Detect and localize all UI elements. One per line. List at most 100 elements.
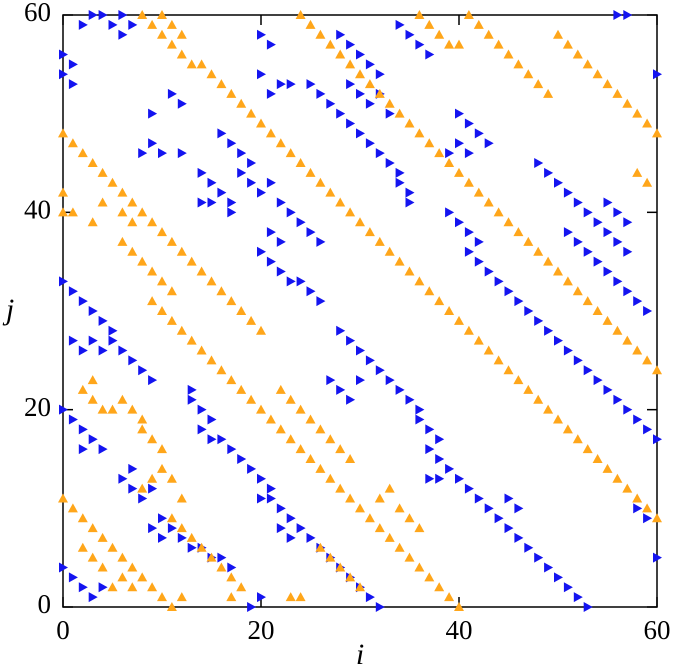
marker: [483, 197, 494, 207]
marker: [98, 10, 108, 20]
marker: [632, 345, 643, 355]
marker: [543, 404, 554, 414]
marker: [425, 444, 435, 455]
marker: [58, 187, 68, 197]
marker: [148, 523, 158, 534]
marker: [642, 177, 653, 187]
marker: [237, 167, 247, 178]
marker: [394, 108, 405, 118]
marker: [464, 227, 474, 238]
marker: [523, 69, 534, 79]
marker: [306, 286, 316, 297]
marker: [286, 79, 296, 90]
marker: [138, 365, 148, 376]
marker: [68, 572, 78, 583]
marker: [384, 98, 395, 108]
marker: [414, 276, 425, 286]
marker: [286, 532, 296, 543]
marker: [395, 177, 405, 188]
marker: [424, 138, 435, 148]
marker: [77, 542, 88, 552]
marker: [375, 148, 385, 159]
marker: [395, 167, 405, 178]
marker: [633, 414, 643, 425]
marker: [107, 404, 118, 414]
marker: [355, 69, 365, 79]
marker: [216, 365, 227, 375]
marker: [374, 236, 385, 246]
marker: [305, 167, 316, 177]
marker: [543, 256, 554, 266]
marker: [256, 325, 266, 335]
x-tick-label: 40: [446, 615, 473, 645]
marker: [364, 227, 375, 237]
marker: [67, 207, 78, 217]
marker: [473, 187, 484, 197]
marker: [166, 315, 177, 325]
marker: [434, 582, 445, 592]
marker: [166, 473, 177, 483]
marker: [384, 532, 395, 542]
marker: [158, 148, 167, 159]
marker: [425, 424, 435, 435]
marker: [197, 167, 207, 178]
marker: [325, 39, 336, 49]
marker: [394, 542, 405, 552]
marker: [335, 562, 346, 572]
marker: [365, 355, 375, 366]
marker: [602, 79, 613, 89]
marker: [276, 197, 286, 208]
marker: [445, 148, 455, 159]
marker: [148, 138, 158, 149]
marker: [653, 69, 662, 80]
marker: [138, 148, 148, 159]
marker: [346, 79, 356, 90]
marker: [563, 227, 573, 238]
marker: [137, 10, 148, 19]
marker: [374, 493, 385, 503]
marker: [285, 592, 296, 602]
marker: [147, 434, 158, 444]
marker: [117, 236, 128, 246]
marker: [642, 503, 653, 513]
marker: [572, 286, 583, 296]
marker: [196, 59, 207, 69]
marker: [147, 296, 158, 306]
marker: [315, 177, 326, 187]
marker: [276, 523, 286, 534]
marker: [474, 493, 484, 504]
marker: [454, 315, 464, 325]
marker: [127, 562, 138, 572]
marker: [325, 552, 336, 562]
marker: [247, 158, 257, 168]
marker: [236, 98, 247, 108]
marker: [355, 217, 365, 227]
marker: [534, 158, 544, 168]
marker: [374, 88, 385, 98]
marker: [137, 256, 148, 266]
marker: [108, 19, 118, 30]
x-tick-label: 20: [248, 615, 275, 645]
marker: [227, 444, 237, 455]
marker: [177, 98, 187, 109]
marker: [257, 69, 266, 80]
marker: [454, 167, 464, 177]
marker: [217, 187, 227, 198]
marker: [68, 79, 78, 90]
marker: [59, 562, 68, 573]
marker: [176, 29, 187, 39]
marker: [257, 29, 266, 40]
marker: [463, 177, 474, 187]
marker: [494, 276, 504, 287]
marker: [365, 138, 375, 149]
y-tick-label: 20: [24, 392, 51, 422]
marker: [474, 236, 484, 247]
marker: [434, 296, 445, 306]
marker: [118, 473, 128, 484]
marker: [246, 108, 257, 118]
marker: [643, 424, 653, 435]
marker: [295, 444, 306, 454]
marker: [355, 582, 365, 592]
marker: [602, 463, 613, 473]
marker: [612, 88, 623, 98]
